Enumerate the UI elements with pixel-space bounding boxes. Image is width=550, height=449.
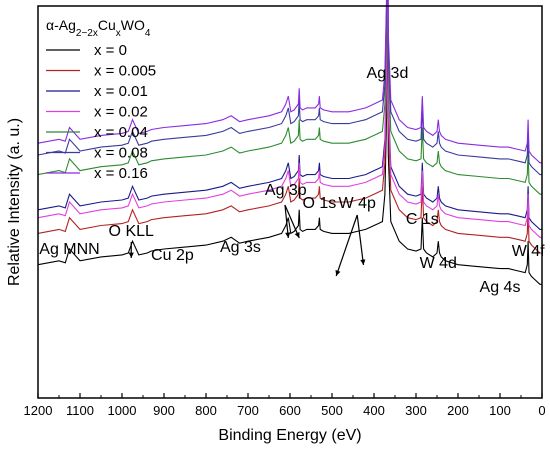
legend-title-sub1: 2−2x <box>76 28 98 39</box>
legend-entry: x = 0.04 <box>94 124 148 141</box>
series-line-6 <box>37 0 542 164</box>
legend-entry: x = 0.01 <box>94 83 148 100</box>
x-tick-label: 1200 <box>24 403 53 418</box>
peak-annotation: O KLL <box>109 223 154 240</box>
peak-annotation: W 4p <box>339 195 376 212</box>
legend-title-suffix: WO <box>121 17 145 33</box>
x-tick-label: 300 <box>405 403 427 418</box>
peak-annotation: Ag MNN <box>39 241 99 258</box>
x-tick-label: 700 <box>237 403 259 418</box>
arrow-head <box>285 232 291 238</box>
peak-annotation: W 4f <box>512 243 545 260</box>
peak-annotation: O 1s <box>303 195 337 212</box>
x-tick-label: 200 <box>447 403 469 418</box>
series-line-3 <box>37 0 542 238</box>
legend-entry: x = 0.16 <box>94 165 148 182</box>
x-tick-label: 100 <box>489 403 511 418</box>
x-tick-label: 0 <box>538 403 545 418</box>
peak-annotation: W 4d <box>420 255 457 272</box>
series-line-5 <box>37 0 542 176</box>
x-axis-label: Binding Energy (eV) <box>218 427 361 444</box>
legend-entry: x = 0.005 <box>94 63 156 80</box>
annotation-arrow <box>356 214 365 266</box>
peak-annotation: Cu 2p <box>151 247 194 264</box>
arrow-head <box>294 232 300 238</box>
annotation-arrow <box>335 214 358 277</box>
annotation-arrow <box>284 204 300 239</box>
peak-annotation: Ag 4s <box>480 279 521 296</box>
series-line-1 <box>37 0 542 254</box>
x-tick-label: 500 <box>321 403 343 418</box>
y-axis-label: Relative Intensity (a. u.) <box>6 118 23 286</box>
series-layer <box>37 0 542 285</box>
x-axis-ticks: 1200 1100 1000 900 800 700 600 500 400 300 200 100 0 <box>24 393 546 418</box>
legend-title-mid: Cu <box>98 17 116 33</box>
series-line-0 <box>37 0 542 285</box>
x-tick-label: 600 <box>279 403 301 418</box>
x-tick-label: 1100 <box>66 403 94 418</box>
peak-annotation: Ag 3p <box>265 182 307 199</box>
legend-entry: x = 0 <box>94 42 127 59</box>
arrow-head <box>335 270 341 276</box>
arrow-head <box>128 252 134 258</box>
legend-title-sub2: x <box>116 28 121 39</box>
legend-title-sub3: 4 <box>145 28 151 39</box>
peak-annotation: C 1s <box>406 211 439 228</box>
x-tick-label: 800 <box>195 403 217 418</box>
arrow-head <box>360 259 366 265</box>
annotation-arrow <box>284 204 289 239</box>
x-tick-label: 900 <box>153 403 175 418</box>
legend-title-prefix: α-Ag <box>46 17 76 33</box>
legend-title: α-Ag2−2xCuxWO4 <box>46 17 151 39</box>
legend-entry: x = 0.08 <box>94 145 148 162</box>
series-line-2 <box>37 0 542 230</box>
legend-entry: x = 0.02 <box>94 104 148 121</box>
annotation-layer: Ag MNN O KLL Cu 2p Ag 3s Ag 3pO 1s W 4p Ag 3d C… <box>39 65 545 296</box>
legend-items: x = 0 x = 0.005 x = 0.01 x = 0.02 x = 0.04 x … <box>46 42 156 182</box>
peak-annotation: Ag 3d <box>367 65 409 82</box>
x-tick-label: 1000 <box>108 403 137 418</box>
series-line-4 <box>37 0 542 195</box>
x-tick-label: 400 <box>363 403 385 418</box>
peak-annotation: Ag 3s <box>220 239 261 256</box>
